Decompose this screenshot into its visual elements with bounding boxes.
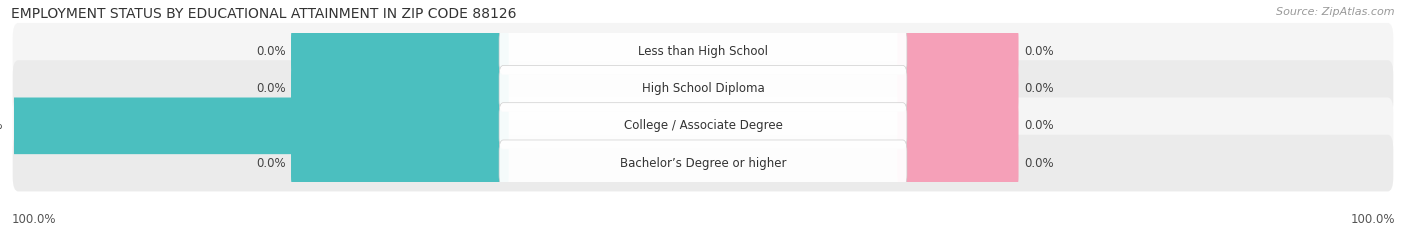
Text: 0.0%: 0.0% — [1024, 82, 1053, 95]
Text: Less than High School: Less than High School — [638, 45, 768, 58]
FancyBboxPatch shape — [897, 60, 1018, 117]
Text: Source: ZipAtlas.com: Source: ZipAtlas.com — [1277, 7, 1395, 17]
Text: 0.0%: 0.0% — [256, 45, 285, 58]
FancyBboxPatch shape — [291, 23, 509, 80]
Text: Bachelor’s Degree or higher: Bachelor’s Degree or higher — [620, 157, 786, 170]
Text: High School Diploma: High School Diploma — [641, 82, 765, 95]
Text: 100.0%: 100.0% — [1350, 213, 1395, 226]
FancyBboxPatch shape — [13, 97, 1393, 154]
FancyBboxPatch shape — [499, 103, 907, 149]
Text: 0.0%: 0.0% — [1024, 157, 1053, 170]
FancyBboxPatch shape — [499, 28, 907, 74]
Text: 0.0%: 0.0% — [256, 82, 285, 95]
Text: 0.0%: 0.0% — [1024, 119, 1053, 132]
FancyBboxPatch shape — [897, 135, 1018, 192]
FancyBboxPatch shape — [13, 135, 1393, 192]
Text: 100.0%: 100.0% — [11, 213, 56, 226]
FancyBboxPatch shape — [897, 23, 1018, 80]
Text: EMPLOYMENT STATUS BY EDUCATIONAL ATTAINMENT IN ZIP CODE 88126: EMPLOYMENT STATUS BY EDUCATIONAL ATTAINM… — [11, 7, 517, 21]
Text: 100.0%: 100.0% — [0, 119, 3, 132]
FancyBboxPatch shape — [13, 23, 1393, 80]
Text: 0.0%: 0.0% — [1024, 45, 1053, 58]
FancyBboxPatch shape — [8, 97, 509, 154]
FancyBboxPatch shape — [897, 97, 1018, 154]
Text: College / Associate Degree: College / Associate Degree — [624, 119, 782, 132]
FancyBboxPatch shape — [291, 60, 509, 117]
FancyBboxPatch shape — [499, 140, 907, 186]
FancyBboxPatch shape — [13, 60, 1393, 117]
FancyBboxPatch shape — [499, 65, 907, 112]
Text: 0.0%: 0.0% — [256, 157, 285, 170]
FancyBboxPatch shape — [291, 135, 509, 192]
